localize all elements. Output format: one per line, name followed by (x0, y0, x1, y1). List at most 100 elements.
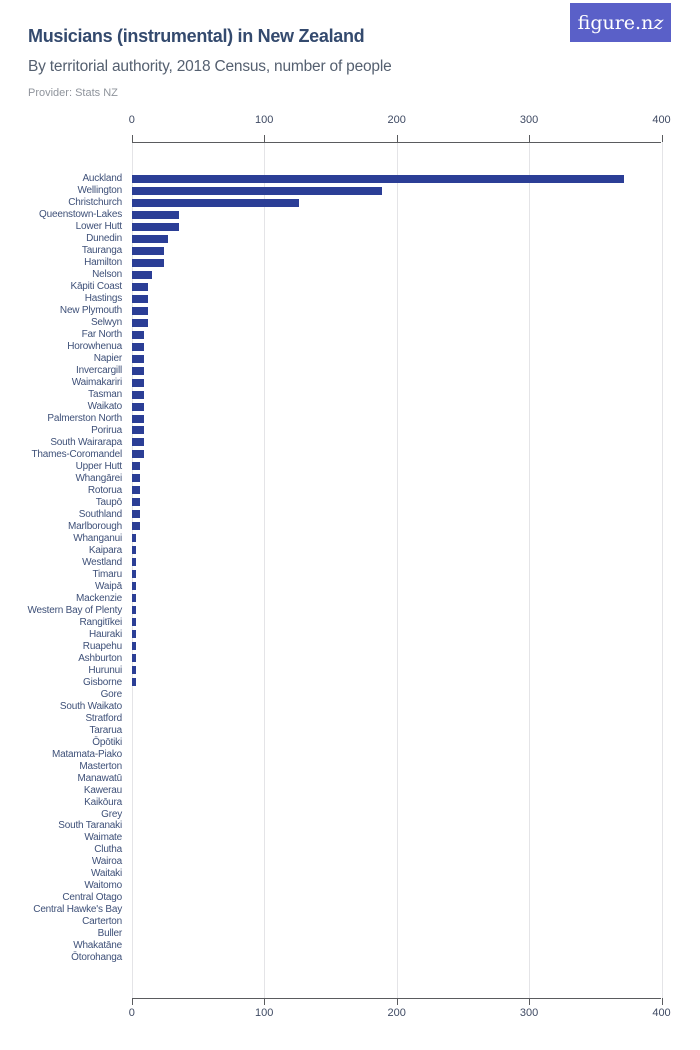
category-label: Manawatū (77, 772, 122, 784)
category-label: Grey (101, 808, 122, 820)
category-label: Gisborne (83, 676, 122, 688)
category-label: Wellington (77, 185, 122, 197)
category-label: Central Otago (62, 892, 122, 904)
category-label: Auckland (82, 173, 122, 185)
category-label: Far North (81, 329, 123, 341)
category-label: Rangitīkei (79, 616, 123, 628)
x-tick-top (131, 135, 133, 143)
figurenz-logo[interactable]: figure.n z (570, 3, 671, 42)
bar (131, 558, 136, 567)
bar (131, 450, 144, 459)
x-tick-bottom (396, 998, 398, 1005)
chart-subtitle: By territorial authority, 2018 Census, n… (28, 58, 392, 75)
category-label: Gore (100, 688, 123, 700)
x-tick-label-top: 200 (387, 114, 406, 127)
category-label: Westland (82, 556, 122, 568)
category-label: Hauraki (88, 628, 122, 640)
bar (131, 330, 144, 339)
bar (131, 270, 152, 279)
category-label: Ōpōtiki (92, 736, 122, 748)
x-gridline (131, 142, 133, 998)
category-label: Queenstown-Lakes (39, 209, 122, 221)
category-label: Waimakariri (71, 377, 122, 389)
bar (131, 210, 180, 219)
category-label: Christchurch (68, 197, 122, 209)
x-tick-bottom (131, 998, 133, 1005)
bar (131, 618, 136, 627)
logo-text-zed: z (653, 11, 664, 34)
category-label: New Plymouth (59, 305, 122, 317)
bar (131, 306, 148, 315)
bar (131, 678, 136, 687)
category-label: Hastings (84, 293, 123, 305)
bar (131, 354, 144, 363)
bar (131, 570, 136, 579)
bar (131, 582, 136, 591)
bar (131, 534, 136, 543)
bar (131, 522, 140, 531)
x-gridline (396, 142, 398, 998)
category-label: Hamilton (84, 257, 122, 269)
category-label: Kaikōura (84, 796, 122, 808)
x-axis-bottom (131, 998, 662, 999)
bar (131, 486, 140, 495)
category-label: Porirua (91, 424, 122, 436)
x-tick-top (396, 135, 398, 143)
x-tick-label-top: 0 (128, 114, 135, 127)
x-tick-label-top: 300 (519, 114, 539, 127)
bar (131, 426, 144, 435)
category-label: Invercargill (76, 365, 122, 377)
category-label: Tasman (88, 389, 122, 401)
x-tick-label-bottom: 0 (128, 1007, 135, 1019)
bar (131, 174, 625, 183)
bar (131, 378, 144, 387)
category-label: Ōtorohanga (71, 952, 122, 964)
bar (131, 438, 144, 447)
category-label: Lower Hutt (75, 221, 123, 233)
category-label: Napier (93, 353, 122, 365)
category-label: Masterton (79, 760, 122, 772)
category-label: Selwyn (90, 317, 122, 329)
category-label: Thames-Coromandel (31, 448, 122, 460)
bar (131, 546, 136, 555)
category-label: Waipā (95, 580, 122, 592)
category-label: Nelson (92, 269, 122, 281)
bar (131, 318, 148, 327)
x-tick-top (529, 135, 531, 143)
category-label: Central Hawke's Bay (33, 904, 122, 916)
bar (131, 666, 136, 675)
x-tick-label-bottom: 200 (387, 1007, 406, 1019)
category-label: Ashburton (78, 652, 122, 664)
category-label: Upper Hutt (75, 460, 123, 472)
bar (131, 186, 383, 195)
category-label: Tauranga (81, 245, 122, 257)
bar (131, 642, 136, 651)
category-label: Palmerston North (47, 413, 122, 424)
bar (131, 510, 140, 519)
bar (131, 414, 144, 423)
category-label: Kaipara (88, 544, 122, 556)
provider-attribution: Provider: Stats NZ (28, 87, 118, 99)
category-label: Carterton (82, 916, 122, 928)
bar (131, 342, 144, 351)
category-label: Ruapehu (82, 640, 122, 652)
category-label: Waimate (84, 832, 122, 844)
bar (131, 630, 136, 639)
bar (131, 606, 136, 615)
category-label: Wairoa (91, 856, 122, 868)
x-gridline (264, 142, 266, 998)
x-gridline (529, 142, 531, 998)
category-label: South Wairarapa (50, 436, 122, 448)
bar (131, 198, 299, 207)
x-tick-top (661, 135, 663, 143)
category-label: Clutha (94, 844, 122, 856)
category-label: Timaru (92, 568, 122, 580)
bar (131, 462, 140, 471)
bar (131, 498, 140, 507)
x-tick-top (264, 135, 266, 143)
x-tick-label-bottom: 400 (652, 1007, 671, 1019)
category-label: Southland (78, 508, 122, 520)
x-tick-bottom (264, 998, 266, 1005)
category-label: Waitomo (84, 880, 122, 892)
category-label: Kawerau (83, 784, 122, 796)
